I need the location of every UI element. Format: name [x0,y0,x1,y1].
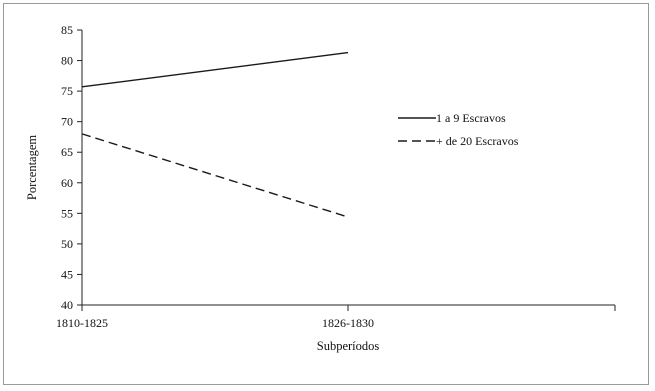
legend: 1 a 9 Escravos + de 20 Escravos [398,111,519,148]
x-axis-ticks: 1810-1825 1826-1830 [56,305,616,330]
x-tick-label: 1810-1825 [56,316,108,330]
legend-label-1: 1 a 9 Escravos [436,111,506,125]
y-tick-label: 85 [61,23,73,37]
y-tick-label: 75 [61,84,73,98]
x-tick-label: 1826-1830 [322,316,374,330]
y-axis-ticks: 40 45 50 55 60 65 70 75 80 85 [61,23,82,312]
y-tick-label: 80 [61,54,73,68]
y-tick-label: 45 [61,267,73,281]
y-tick-label: 70 [61,115,73,129]
y-tick-label: 40 [61,298,73,312]
series-line-1 [81,51,349,88]
y-tick-label: 65 [61,145,73,159]
x-axis-title: Subperíodos [317,339,380,353]
y-axis-title: Porcentagem [25,135,39,201]
series-lines [81,51,349,218]
y-tick-label: 50 [61,237,73,251]
y-tick-label: 55 [61,206,73,220]
axes [81,30,615,306]
series-line-2 [81,133,349,218]
chart-frame [3,3,649,385]
legend-label-2: + de 20 Escravos [436,134,519,148]
y-tick-label: 60 [61,176,73,190]
